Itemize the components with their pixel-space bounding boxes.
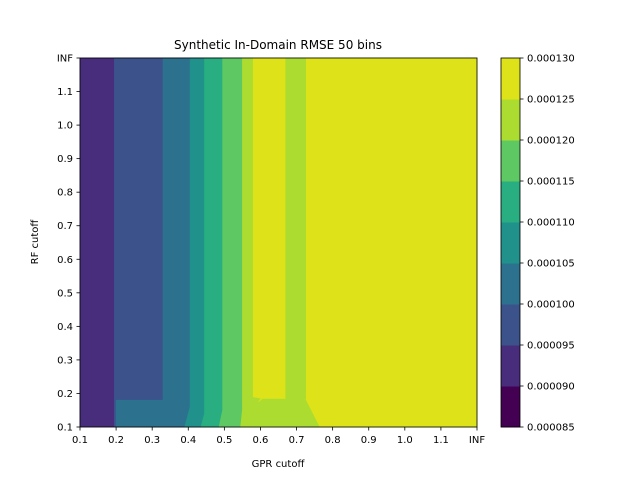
y-tick-label: 1.0: [57, 121, 73, 132]
y-tick-label: INF: [57, 54, 73, 65]
x-tick-label: 0.2: [108, 435, 124, 446]
colorbar-swatch: [501, 222, 520, 264]
y-tick-label: 0.9: [57, 154, 73, 165]
colorbar-tick-label: 0.000110: [527, 218, 575, 229]
colorbar-tick-label: 0.000085: [527, 423, 575, 434]
contour-band-12: [285, 57, 306, 399]
colorbar-swatch: [501, 345, 520, 387]
x-tick-label: INF: [469, 435, 485, 446]
x-tick-label: 1.0: [397, 435, 413, 446]
colorbar-swatch: [501, 58, 520, 100]
colorbar-tick-label: 0.000125: [527, 95, 575, 106]
y-tick-label: 0.6: [57, 255, 73, 266]
x-tick-label: 0.6: [253, 435, 269, 446]
colorbar-tick-label: 0.000130: [527, 54, 575, 65]
x-axis: 0.1 0.2 0.3 0.4 0.5 0.6 0.7 0.8 0.9 1.0 1.1 INF: [72, 427, 485, 446]
y-tick-label: 0.1: [57, 423, 73, 434]
x-tick-label: 0.4: [180, 435, 196, 446]
y-tick-label: 0.4: [57, 322, 73, 333]
x-tick-label: 1.1: [433, 435, 449, 446]
y-axis-label: RF cutoff: [30, 219, 41, 265]
colorbar-swatch: [501, 140, 520, 182]
colorbar-swatch: [501, 263, 520, 305]
colorbar-tick-label: 0.000120: [527, 136, 575, 147]
colorbar-tick-label: 0.000115: [527, 177, 575, 188]
plot-area: [79, 57, 478, 428]
x-tick-label: 0.8: [325, 435, 341, 446]
x-tick-label: 0.5: [216, 435, 232, 446]
colorbar-tick-label: 0.000105: [527, 259, 575, 270]
x-tick-label: 0.3: [144, 435, 160, 446]
y-tick-label: 0.2: [57, 389, 73, 400]
x-axis-label: GPR cutoff: [252, 459, 306, 470]
y-tick-label: 1.1: [57, 87, 73, 98]
colorbar-tick-label: 0.000100: [527, 300, 575, 311]
colorbar-swatch: [501, 181, 520, 223]
colorbar-tick-label: 0.000095: [527, 341, 575, 352]
y-tick-label: 0.8: [57, 188, 73, 199]
contour-band-8: [252, 57, 263, 399]
y-tick-label: 0.5: [57, 288, 73, 299]
x-tick-label: 0.9: [361, 435, 377, 446]
contour-band-11: [258, 57, 286, 403]
y-tick-label: 0.3: [57, 355, 73, 366]
x-tick-label: 0.1: [72, 435, 88, 446]
chart-title: Synthetic In-Domain RMSE 50 bins: [174, 38, 382, 52]
plot-frame: [79, 57, 478, 428]
colorbar-swatch: [501, 386, 520, 428]
y-tick-label: 0.7: [57, 221, 73, 232]
contour-band-7: [305, 57, 478, 428]
colorbar: 0.000085 0.000090 0.000095 0.000100 0.000105…: [500, 54, 575, 434]
colorbar-swatch: [501, 304, 520, 346]
colorbar-frame: [500, 57, 521, 428]
y-axis: 0.1 0.2 0.3 0.4 0.5 0.6 0.7 0.8 0.9 1.0 1.1 INF: [57, 54, 80, 434]
colorbar-swatch: [501, 99, 520, 141]
x-tick-label: 0.7: [289, 435, 305, 446]
colorbar-tick-label: 0.000090: [527, 382, 575, 393]
